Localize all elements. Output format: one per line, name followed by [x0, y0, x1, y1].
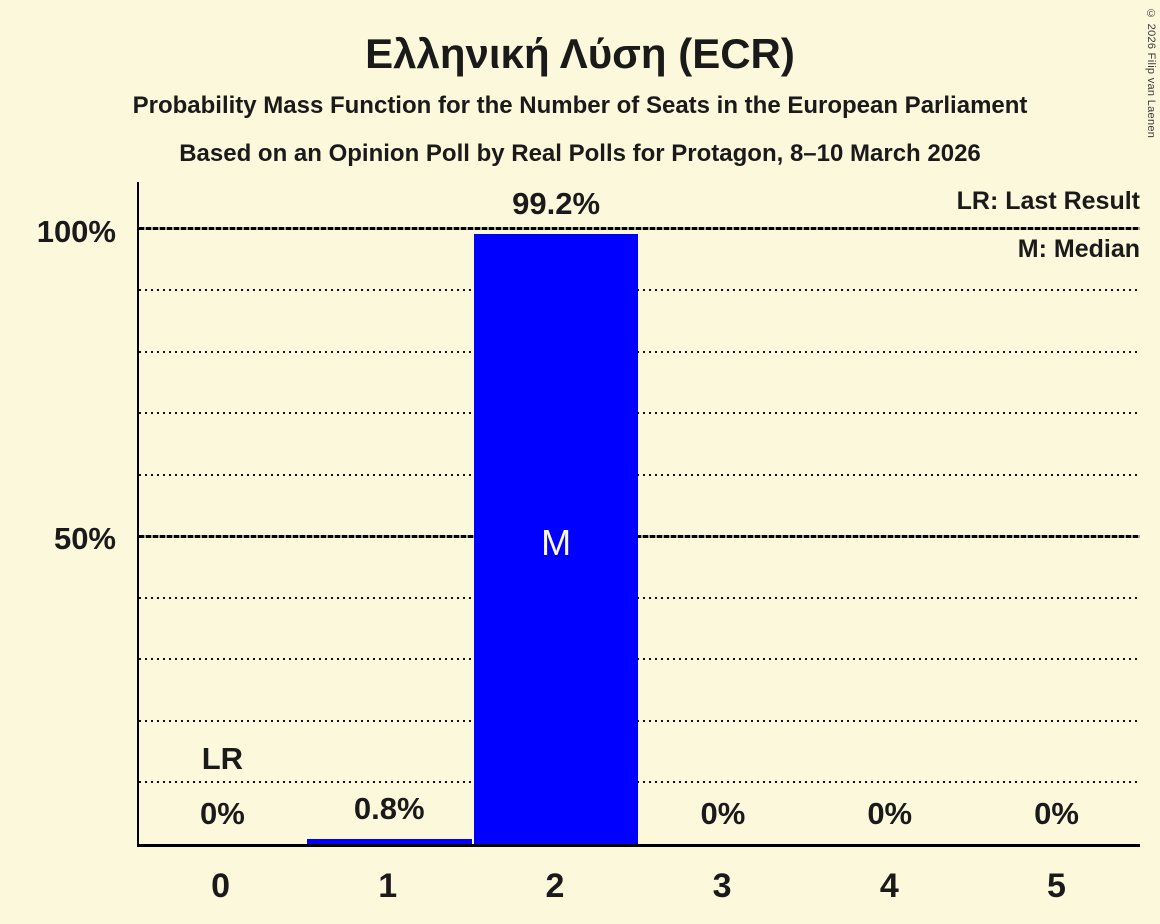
bar-column-4: 0% — [806, 182, 973, 844]
bar-value-label: 0.8% — [353, 791, 425, 827]
bar-value-label: 0% — [200, 796, 245, 831]
x-axis-labels: 0 1 2 3 4 5 — [137, 864, 1140, 908]
y-tick-label: 50% — [53, 521, 116, 557]
chart-source-line: Based on an Opinion Poll by Real Polls f… — [179, 140, 981, 167]
bar-column-5: 0% — [973, 182, 1140, 844]
bar-value-label: 99.2% — [512, 185, 601, 221]
legend-last-result: LR: Last Result — [956, 187, 1140, 215]
x-tick-label-2: 2 — [545, 867, 565, 905]
x-tick-label-0: 0 — [211, 867, 231, 905]
x-tick-label-4: 4 — [879, 867, 899, 905]
bars-container: 0% LR 0.8% 99.2% M 0% 0% 0% — [139, 182, 1140, 844]
y-axis-labels: 100% 50% — [0, 182, 116, 847]
median-marker: M — [541, 522, 572, 563]
bar-column-0: 0% LR — [139, 182, 306, 844]
bar-seats-1 — [306, 839, 472, 844]
x-tick-label-3: 3 — [712, 867, 732, 905]
plot-area: 0% LR 0.8% 99.2% M 0% 0% 0% — [137, 182, 1140, 847]
bar-value-label: 0% — [700, 796, 746, 831]
bar-column-3: 0% — [639, 182, 806, 844]
last-result-marker: LR — [201, 741, 244, 776]
chart-title: Ελληνική Λύση (ECR) — [365, 30, 795, 77]
copyright-notice: © 2026 Filip van Laenen — [1145, 8, 1157, 139]
x-tick-label-5: 5 — [1046, 867, 1066, 905]
bar-column-1: 0.8% — [306, 182, 473, 844]
bar-column-2: 99.2% M — [473, 182, 640, 844]
y-tick-label: 100% — [36, 213, 116, 249]
bar-value-label: 0% — [867, 796, 913, 831]
bar-value-label: 0% — [1034, 796, 1079, 831]
chart-subtitle: Probability Mass Function for the Number… — [132, 92, 1028, 119]
legend-median: M: Median — [1017, 235, 1140, 263]
x-tick-label-1: 1 — [378, 867, 398, 905]
bar-seats-2 — [473, 233, 639, 844]
